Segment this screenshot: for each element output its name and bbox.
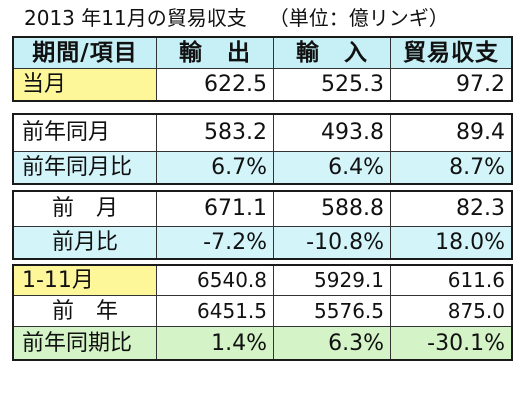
imports-value: 525.3: [273, 69, 390, 100]
table-row-prev-year: 前 年 6451.5 5576.5 875.0: [14, 295, 511, 326]
header-period: 期間/項目: [14, 38, 156, 68]
table-block-prev-month: 前 月 671.1 588.8 82.3 前月比 -7.2% -10.8% 18…: [12, 190, 513, 260]
balance-value: 97.2: [390, 69, 511, 100]
imports-value: 5576.5: [273, 296, 390, 326]
header-exports: 輸 出: [156, 38, 273, 68]
imports-value: 5929.1: [273, 266, 390, 295]
balance-value: 18.0%: [390, 227, 511, 258]
balance-value: 8.7%: [390, 152, 511, 183]
row-label: 1-11月: [14, 266, 156, 295]
row-label: 前 年: [51, 299, 118, 324]
page-title: 2013 年11月の貿易収支 （単位：億リンギ）: [24, 2, 504, 34]
exports-value: 6451.5: [156, 296, 273, 326]
balance-value: 89.4: [390, 115, 511, 151]
table-row-prev-year-month-ratio: 前年同月比 6.7% 6.4% 8.7%: [14, 151, 511, 183]
row-label: 前年同月: [22, 120, 111, 145]
table-row-prev-year-period-ratio: 前年同期比 1.4% 6.3% -30.1%: [14, 326, 511, 359]
balance-value: 875.0: [390, 296, 511, 326]
table-row-current-month: 当月 622.5 525.3 97.2: [14, 68, 511, 100]
imports-value: -10.8%: [273, 227, 390, 258]
row-label: 前 月: [51, 196, 118, 221]
row-label: 前年同期比: [14, 327, 156, 359]
table-block-prev-year-month: 前年同月 583.2 493.8 89.4 前年同月比 6.7% 6.4% 8.…: [12, 113, 513, 185]
table-row-ytd: 1-11月 6540.8 5929.1 611.6: [14, 266, 511, 295]
table-row-prev-month: 前 月 671.1 588.8 82.3: [14, 192, 511, 226]
exports-value: 6.7%: [156, 152, 273, 183]
row-label: 当月: [14, 69, 156, 100]
row-label: 前月比: [14, 227, 156, 258]
imports-value: 588.8: [273, 192, 390, 226]
exports-value: 583.2: [156, 115, 273, 151]
table-block-current: 期間/項目 輸 出 輸 入 貿易収支 当月 622.5 525.3 97.2: [12, 36, 513, 102]
exports-value: 6540.8: [156, 266, 273, 295]
imports-value: 6.4%: [273, 152, 390, 183]
header-balance: 貿易収支: [390, 38, 511, 68]
table-header-row: 期間/項目 輸 出 輸 入 貿易収支: [14, 38, 511, 68]
exports-value: 622.5: [156, 69, 273, 100]
header-imports: 輸 入: [273, 38, 390, 68]
title-main: 2013 年11月の貿易収支: [24, 6, 247, 30]
title-unit: （単位：億リンギ）: [268, 6, 449, 30]
balance-value: -30.1%: [390, 327, 511, 359]
imports-value: 493.8: [273, 115, 390, 151]
exports-value: 671.1: [156, 192, 273, 226]
balance-value: 82.3: [390, 192, 511, 226]
imports-value: 6.3%: [273, 327, 390, 359]
table-row-prev-year-month: 前年同月 583.2 493.8 89.4: [14, 115, 511, 151]
row-label: 前年同月比: [14, 152, 156, 183]
balance-value: 611.6: [390, 266, 511, 295]
exports-value: 1.4%: [156, 327, 273, 359]
exports-value: -7.2%: [156, 227, 273, 258]
table-row-prev-month-ratio: 前月比 -7.2% -10.8% 18.0%: [14, 226, 511, 258]
table-block-ytd: 1-11月 6540.8 5929.1 611.6 前 年 6451.5 557…: [12, 264, 513, 361]
